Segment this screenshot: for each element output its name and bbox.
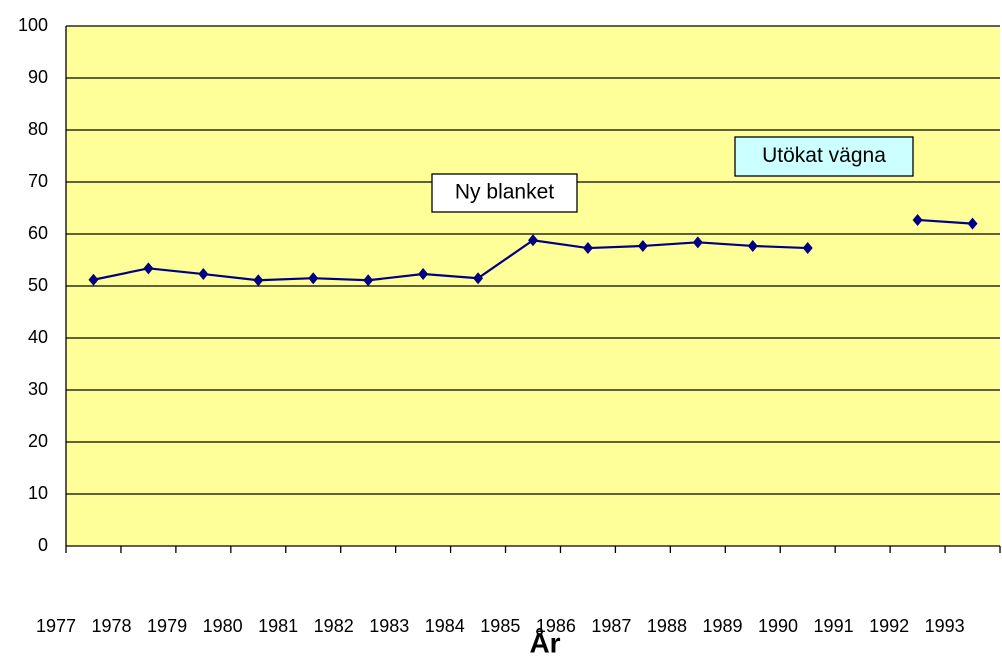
data-point <box>582 242 593 255</box>
annotation-text: Ny blanket <box>455 181 554 204</box>
y-tick-label: 70 <box>28 171 48 191</box>
x-tick-label: 1991 <box>814 616 854 636</box>
y-tick-label: 100 <box>18 15 48 35</box>
x-tick-label: 1993 <box>925 616 965 636</box>
y-tick-label: 0 <box>38 535 48 555</box>
x-tick-label: 1979 <box>147 616 187 636</box>
x-tick-label: 1983 <box>369 616 409 636</box>
x-tick-label: 1986 <box>536 616 576 636</box>
y-tick-label: 10 <box>28 483 48 503</box>
x-tick-label: 1984 <box>425 616 465 636</box>
data-point <box>637 239 648 252</box>
x-tick-label: 1981 <box>258 616 298 636</box>
y-tick-label: 80 <box>28 119 48 139</box>
data-point <box>198 268 209 281</box>
x-tick-label: 1988 <box>647 616 687 636</box>
data-point <box>747 239 758 252</box>
x-tick-label: 1980 <box>203 616 243 636</box>
y-tick-label: 90 <box>28 67 48 87</box>
x-tick-label: 1992 <box>869 616 909 636</box>
data-point <box>912 213 923 226</box>
data-point <box>418 268 429 281</box>
annotation-box <box>734 136 914 177</box>
x-tick-label: 1990 <box>758 616 798 636</box>
data-point <box>363 274 374 287</box>
x-tick-label: 1977 <box>36 616 76 636</box>
x-tick-label: 1985 <box>480 616 520 636</box>
data-point <box>528 234 538 247</box>
data-point <box>967 217 978 230</box>
data-point <box>143 262 154 275</box>
x-tick-label: 1978 <box>92 616 132 636</box>
annotation-box <box>431 173 578 213</box>
y-tick-label: 60 <box>28 223 48 243</box>
data-point <box>253 274 264 287</box>
data-point <box>88 273 99 286</box>
data-point <box>308 272 319 285</box>
annotation-text: Utökat vägna <box>762 144 886 167</box>
data-point <box>802 242 813 255</box>
y-tick-label: 50 <box>28 275 48 295</box>
x-tick-label: 1982 <box>314 616 354 636</box>
data-point <box>473 272 484 285</box>
x-tick-label: 1989 <box>702 616 742 636</box>
y-tick-label: 30 <box>28 379 48 399</box>
y-tick-label: 20 <box>28 431 48 451</box>
x-axis-title: År <box>529 627 560 657</box>
x-tick-label: 1987 <box>591 616 631 636</box>
series-line <box>93 218 973 282</box>
data-point <box>692 236 703 249</box>
y-tick-label: 40 <box>28 327 48 347</box>
